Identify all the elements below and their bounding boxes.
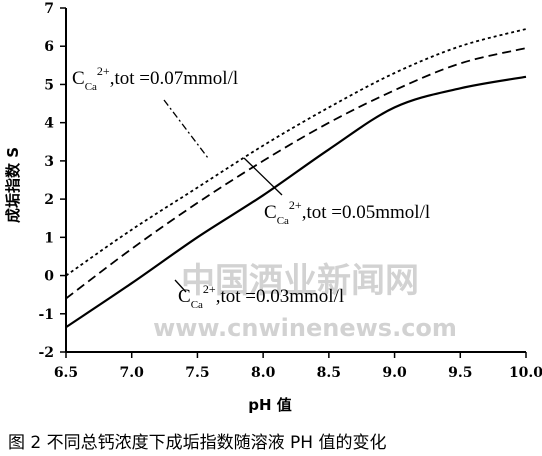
x-tick-label: 7.5: [185, 365, 209, 381]
y-tick-label: 5: [44, 77, 54, 93]
y-tick-label: 2: [44, 192, 54, 208]
x-tick-label: 8.0: [251, 365, 276, 381]
series-line-0.07: [65, 28, 527, 277]
watermark-url: www.cnwinenews.com: [153, 314, 457, 342]
x-tick-label: 10.0: [509, 365, 542, 381]
watermark-cn: 中国酒业新闻网: [181, 261, 419, 301]
series-line-0.05: [65, 47, 527, 300]
x-tick-label: 9.0: [382, 365, 407, 381]
annotation-0.07: CCa2+,tot =0.07mmol/l: [72, 64, 238, 93]
x-axis-title: pH 值: [248, 396, 292, 414]
y-tick-label: -2: [38, 345, 54, 361]
x-tick-label: 6.5: [54, 365, 78, 381]
x-tick-label: 8.5: [317, 365, 341, 381]
annotation-0.05: CCa2+,tot =0.05mmol/l: [264, 198, 430, 227]
leader-line-0.03: [174, 279, 187, 293]
y-ticks: -2 -1 0 1 2 3 4 5 6 7: [38, 1, 66, 361]
x-tick-label: 7.0: [120, 365, 145, 381]
annotation-0.03: CCa2+,tot =0.03mmol/l: [178, 282, 344, 311]
y-tick-label: 4: [44, 116, 54, 132]
series-group: [65, 28, 527, 329]
y-tick-label: 7: [44, 1, 54, 17]
x-tick-label: 9.5: [448, 365, 472, 381]
x-ticks: 6.5 7.0 7.5 8.0 8.5 9.0 9.5 10.0: [54, 352, 542, 381]
y-tick-label: -1: [38, 307, 54, 323]
y-tick-label: 1: [44, 230, 54, 246]
y-tick-label: 6: [44, 39, 54, 55]
series-line-0.03: [65, 75, 527, 329]
y-tick-label: 3: [44, 154, 54, 170]
leader-line-0.05: [243, 157, 283, 196]
y-tick-label: 0: [44, 269, 54, 285]
y-axis-title: 成垢指数 S: [4, 147, 22, 223]
figure-caption: 图 2 不同总钙浓度下成垢指数随溶液 PH 值的变化: [8, 433, 387, 453]
watermark: 中国酒业新闻网 www.cnwinenews.com: [153, 261, 457, 342]
leader-line-0.07: [163, 99, 209, 159]
